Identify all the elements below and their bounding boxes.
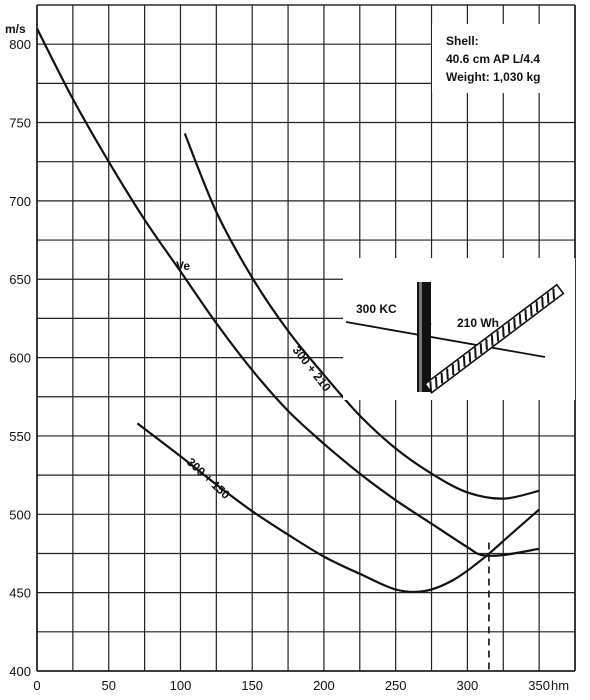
x-tick-label: 150 <box>241 678 263 693</box>
x-tick-label: 50 <box>101 678 115 693</box>
x-tick-label: 0 <box>33 678 40 693</box>
series-line-2 <box>136 422 540 594</box>
y-tick-label: 500 <box>9 507 31 522</box>
x-tick-label: 250 <box>385 678 407 693</box>
x-tick-label: 100 <box>170 678 192 693</box>
y-tick-label: 400 <box>9 664 31 679</box>
y-tick-label: 550 <box>9 429 31 444</box>
shell-trajectory-line <box>345 321 546 358</box>
y-tick-label: 600 <box>9 351 31 366</box>
y-tick-label: 700 <box>9 194 31 209</box>
info-line-1: Shell: <box>446 34 479 48</box>
plate-label-210wh: 210 Wh <box>457 316 499 330</box>
sloped-plate <box>423 283 565 394</box>
y-axis-unit: m/s <box>5 22 26 36</box>
series-label-ve: Ve <box>176 259 190 273</box>
armour-plate-diagram: 300 KC 210 Wh <box>343 258 575 400</box>
x-tick-label: 350 <box>528 678 550 693</box>
y-tick-label: 450 <box>9 586 31 601</box>
y-tick-label: 800 <box>9 37 31 52</box>
series-curves <box>36 28 540 594</box>
series-line-1 <box>183 133 540 500</box>
info-line-3: Weight: 1,030 kg <box>446 70 540 84</box>
x-axis-unit: hm <box>551 678 569 693</box>
y-tick-label: 750 <box>9 116 31 131</box>
info-line-2: 40.6 cm AP L/4.4 <box>446 52 540 66</box>
info-box <box>432 24 574 93</box>
series-line-0 <box>36 28 540 557</box>
y-axis-ticks: 400 450 500 550 600 650 700 750 800 <box>9 37 31 679</box>
x-tick-label: 200 <box>313 678 335 693</box>
series-label-300-210: 300 + 210 <box>290 343 334 394</box>
series-label-300-150: 300 + 150 <box>184 455 233 502</box>
plate-label-300kc: 300 KC <box>356 302 397 316</box>
x-axis-ticks: 0 50 100 150 200 250 300 350 <box>33 678 550 693</box>
x-tick-label: 300 <box>457 678 479 693</box>
y-tick-label: 650 <box>9 272 31 287</box>
